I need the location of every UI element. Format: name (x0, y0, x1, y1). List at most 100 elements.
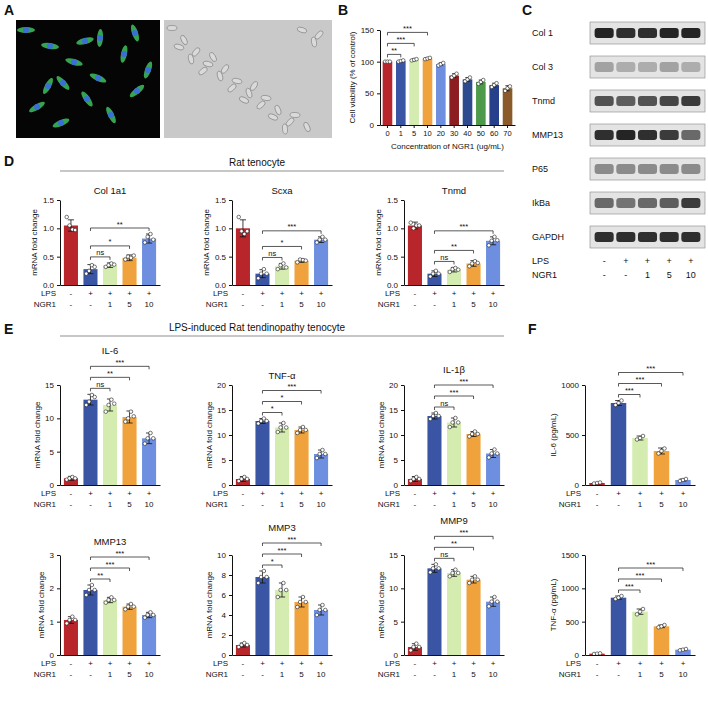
data-point (468, 265, 472, 269)
x-tick-mark (400, 125, 401, 128)
condition-row-label: LPS (385, 659, 400, 668)
data-point (493, 595, 497, 599)
condition-cell: 1 (108, 670, 113, 679)
data-point (323, 608, 327, 612)
condition-cell: + (127, 489, 132, 498)
data-point (304, 600, 308, 604)
panel-letter: C (522, 2, 532, 18)
figure: ABCDEFCol 1Col 3TnmdMMP13P65IkBaGAPDHLPS… (0, 0, 708, 721)
condition-cell: 10 (145, 500, 154, 509)
y-tick-mark (401, 622, 404, 623)
condition-cell: + (319, 659, 324, 668)
data-point (240, 229, 244, 233)
data-point (151, 437, 155, 441)
y-tick-label: 2 (50, 584, 55, 593)
blot-band (660, 232, 679, 242)
y-tick-label: 20 (389, 381, 398, 390)
cell-outline (290, 112, 300, 118)
bar (447, 423, 461, 486)
condition-cell: 10 (317, 300, 326, 309)
condition-cell: - (261, 300, 264, 309)
blot-band (638, 198, 657, 208)
condition-cell: + (452, 659, 457, 668)
y-tick-label: 50 (365, 89, 374, 98)
data-point (284, 426, 288, 430)
x-tick-label: 5 (412, 129, 416, 138)
bar (275, 428, 289, 486)
data-point (495, 600, 499, 604)
y-tick-mark (582, 622, 585, 623)
condition-cell: + (299, 659, 304, 668)
y-tick-mark (401, 285, 404, 286)
data-point (490, 452, 494, 456)
data-point (409, 649, 413, 653)
data-point (508, 85, 512, 89)
x-tick: 50 (477, 125, 485, 138)
data-point (262, 569, 266, 573)
significance-label: *** (115, 549, 124, 558)
cell-outline (238, 96, 249, 105)
data-point (71, 615, 75, 619)
condition-row-label: LPS (213, 489, 228, 498)
significance-label: *** (287, 382, 296, 391)
blot-band (616, 198, 635, 208)
bar (314, 454, 328, 485)
x-tick: 10 (423, 125, 431, 138)
data-point (323, 452, 327, 456)
marks (236, 569, 328, 655)
y-tick-label: 15 (45, 381, 54, 390)
data-point (65, 215, 69, 219)
condition-cell: + (616, 659, 621, 668)
bar (383, 62, 393, 125)
y-tick: 20 (217, 381, 232, 390)
data-point (417, 645, 421, 649)
data-point (65, 622, 69, 626)
data-point (146, 235, 150, 239)
condition-cell: + (432, 659, 437, 668)
cell-body (52, 117, 71, 130)
x-axis (233, 485, 333, 486)
data-point (454, 568, 458, 572)
y-tick-label: 4 (222, 611, 227, 620)
condition-cell: + (299, 489, 304, 498)
y-tick: 1000 (561, 381, 585, 390)
y-tick-mark (229, 228, 232, 229)
x-axis-line (233, 285, 333, 286)
blot-band (638, 62, 657, 72)
significance-label: * (281, 393, 284, 402)
y-tick-label: 1 (50, 618, 55, 627)
data-point (437, 272, 441, 276)
data-point (87, 400, 91, 404)
data-point (132, 254, 136, 258)
significance-label: ns (440, 399, 448, 408)
y-tick-label: 1.5 (215, 196, 227, 205)
data-point (495, 452, 499, 456)
condition-row-label: LPS (213, 659, 228, 668)
cell-nucleus (34, 104, 40, 110)
condition-row-label: NGR1 (34, 670, 57, 679)
blot-band (660, 28, 679, 38)
blot-band (616, 28, 635, 38)
bar (503, 88, 513, 125)
data-point (448, 575, 452, 579)
bar (486, 241, 500, 285)
significance-label: *** (278, 546, 287, 555)
data-point (641, 607, 645, 611)
y-tick-mark (229, 615, 232, 616)
blot-row-label: Col 3 (532, 62, 553, 72)
x-axis-line (405, 655, 505, 656)
data-point (415, 57, 419, 61)
y-tick-mark (57, 285, 60, 286)
cell-body (76, 36, 95, 46)
y-tick-mark (229, 655, 232, 656)
bar (632, 612, 647, 655)
condition-row-label: NGR1 (378, 670, 401, 679)
blot-band (595, 62, 614, 72)
cell-nucleus (82, 38, 88, 44)
condition-cell: - (242, 489, 245, 498)
y-tick: 2 (222, 631, 232, 640)
data-point (495, 81, 499, 85)
y-tick-mark (401, 588, 404, 589)
cell-outline (274, 104, 282, 115)
y-axis-line (60, 386, 61, 486)
